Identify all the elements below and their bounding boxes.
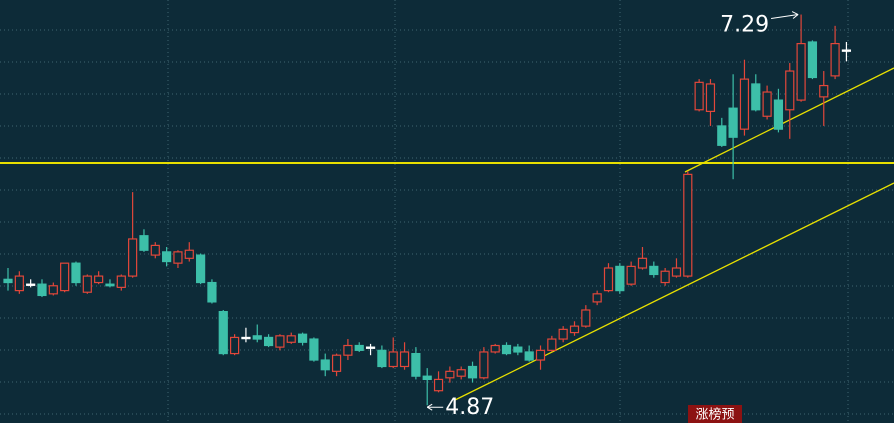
candle-body [297, 333, 308, 343]
candle-body [241, 336, 251, 340]
candle-body [796, 42, 806, 101]
candle-body [365, 346, 376, 349]
candle-body [422, 375, 432, 381]
candle-body [841, 49, 852, 52]
candle-body [513, 346, 523, 353]
candle-body [671, 267, 682, 277]
candle-body [218, 310, 228, 355]
annotation-arrow [771, 14, 799, 20]
candle-body [830, 42, 840, 77]
candle-body [60, 262, 70, 292]
candle-body [173, 251, 183, 264]
candle-body [105, 283, 115, 287]
candle-body [94, 275, 104, 284]
candle-body [603, 267, 614, 292]
candle-body [467, 365, 478, 379]
candle-body [309, 338, 319, 361]
candle-body [683, 173, 693, 277]
candle-body [48, 285, 58, 295]
candle-body [547, 338, 557, 351]
candle-body [3, 278, 13, 284]
candle-body [263, 336, 274, 347]
candle-body [785, 70, 795, 111]
candle-body [37, 283, 47, 297]
candle-body [128, 238, 138, 277]
candle-body [524, 351, 534, 361]
candle-body [717, 125, 727, 146]
annotation-arrowhead [791, 11, 799, 19]
candle-body [252, 335, 262, 340]
candle-body [535, 349, 546, 361]
candle-body [773, 99, 784, 130]
candle-body [331, 354, 342, 372]
candle-body [411, 352, 421, 377]
candle-body [343, 344, 353, 356]
candle-body [501, 344, 512, 355]
candle-body [762, 91, 772, 117]
candle-body [694, 81, 704, 111]
candle-body [558, 328, 568, 340]
candle-body [819, 84, 829, 98]
candle-body [456, 369, 466, 377]
candle-body [196, 254, 206, 284]
candle-body [581, 309, 591, 327]
candle-body [615, 265, 625, 292]
tag-label: 涨榜预 [695, 407, 734, 423]
annotation-arrowhead [426, 403, 433, 411]
candle-body [433, 378, 444, 392]
candle-body [399, 351, 410, 368]
candle-body [479, 351, 489, 379]
candle-body [184, 249, 194, 259]
candle-body [116, 275, 126, 288]
candle-body [286, 335, 296, 343]
candle-body [207, 281, 217, 303]
candle-body [739, 78, 750, 130]
candle-body [649, 265, 659, 276]
candle-body [162, 251, 172, 263]
candle-body [637, 257, 648, 269]
candle-body [705, 83, 716, 113]
candle-body [139, 235, 149, 251]
trend-line [454, 182, 894, 401]
candle-body [26, 283, 36, 286]
candle-body [14, 275, 24, 292]
candle-body [230, 336, 240, 355]
candle-body [320, 359, 330, 371]
candles [3, 14, 852, 406]
candle-body [275, 335, 285, 348]
candle-body [71, 262, 81, 284]
tag-box [688, 405, 742, 423]
candle-body [377, 349, 387, 368]
candle-body [751, 83, 761, 111]
candle-body [592, 293, 602, 303]
candle-body [445, 370, 455, 379]
candle-body [728, 107, 738, 138]
candle-body [82, 275, 92, 293]
candle-body [490, 344, 500, 353]
candle-body [807, 41, 818, 79]
candle-body [569, 325, 580, 334]
candle-body [660, 270, 670, 284]
high-annotation: 7.29 [720, 13, 769, 38]
candle-body [150, 244, 160, 256]
candle-body [388, 351, 398, 368]
low-annotation: 4.87 [445, 395, 494, 420]
candle-body [354, 344, 364, 351]
candle-body [626, 265, 636, 285]
